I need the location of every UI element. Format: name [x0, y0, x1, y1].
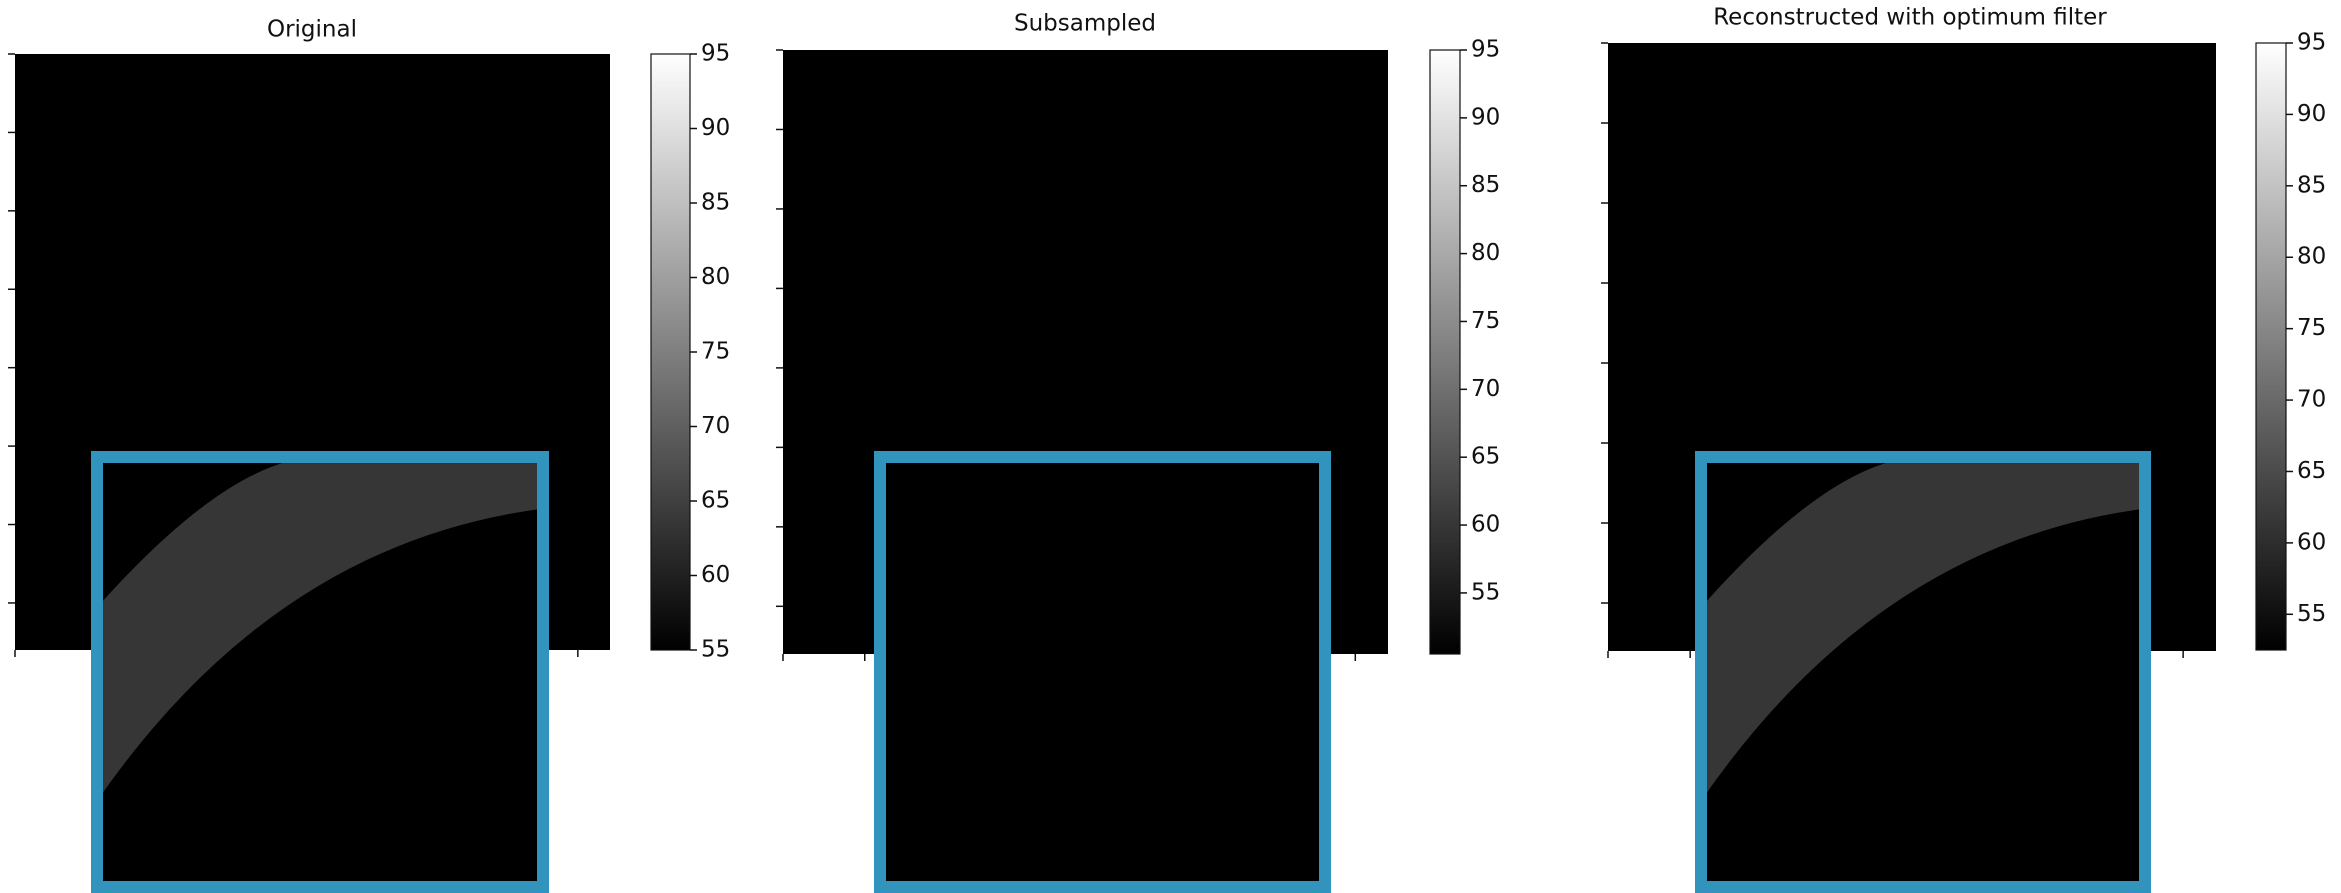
colorbar-tick-label: 80 [1471, 240, 1500, 266]
colorbar-tick-label: 85 [1471, 172, 1500, 198]
colorbar-tick-label: 65 [1471, 444, 1500, 470]
inset-border [874, 451, 1331, 893]
colorbar-tick-label: 75 [2297, 315, 2326, 341]
colorbar-tick-label: 65 [2297, 458, 2326, 484]
colorbar-tick-label: 80 [2297, 244, 2326, 270]
colorbar-tick-label: 85 [2297, 172, 2326, 198]
tissue-band [15, 54, 610, 501]
colorbar-tick-label: 95 [701, 41, 730, 67]
colorbar-tick-label: 55 [701, 637, 730, 663]
colorbar-tick-label: 55 [1471, 579, 1500, 605]
colorbar-tick-label: 75 [701, 339, 730, 365]
colorbar-tick-label: 70 [1471, 376, 1500, 402]
inset-texture [880, 457, 1325, 887]
colorbar-tick-label: 55 [2297, 601, 2326, 627]
colorbar [650, 53, 691, 651]
inset-texture [97, 457, 543, 887]
inset-texture [1701, 457, 2145, 887]
colorbar-tick-label: 80 [701, 264, 730, 290]
colorbar-tick-label: 60 [2297, 529, 2326, 555]
colorbar-tick-label: 75 [1471, 308, 1500, 334]
colorbar-tick-label: 85 [701, 190, 730, 216]
colorbar-tick-label: 70 [701, 413, 730, 439]
panel-title: Subsampled [1014, 11, 1156, 37]
inset-band [1701, 457, 2145, 801]
colorbar-tick-label: 90 [1471, 104, 1500, 130]
panel-title: Reconstructed with optimum filter [1713, 5, 2107, 31]
panel-title: Original [267, 17, 357, 43]
colorbar-tick-label: 65 [701, 488, 730, 514]
colorbar-tick-label: 60 [1471, 512, 1500, 538]
inset-border [91, 451, 549, 893]
colorbar [1429, 49, 1461, 655]
inset-border [1695, 451, 2151, 893]
tissue-band [1608, 43, 2216, 499]
colorbar-tick-label: 90 [701, 115, 730, 141]
colorbar-tick-label: 70 [2297, 387, 2326, 413]
colorbar-tick-label: 95 [1471, 37, 1500, 63]
colorbar-tick-label: 60 [701, 562, 730, 588]
colorbar [2255, 42, 2287, 651]
colorbar-tick-label: 90 [2297, 101, 2326, 127]
inset-band [97, 457, 543, 801]
colorbar-tick-label: 95 [2297, 30, 2326, 56]
